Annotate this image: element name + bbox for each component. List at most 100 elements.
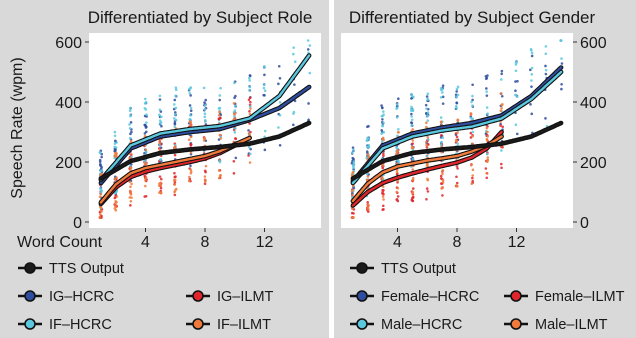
scatter-point <box>99 192 103 196</box>
scatter-point <box>381 195 385 198</box>
scatter-point <box>189 170 193 173</box>
scatter-point <box>128 126 132 130</box>
scatter-point <box>204 103 207 107</box>
scatter-point <box>426 92 430 96</box>
scatter-point <box>249 152 252 156</box>
scatter-point <box>411 199 415 203</box>
scatter-point <box>173 171 176 175</box>
legend-label: Female–HCRC <box>381 289 479 305</box>
scatter-point <box>455 164 459 168</box>
scatter-point <box>395 150 399 153</box>
scatter-point <box>455 139 458 143</box>
scatter-point <box>174 86 178 90</box>
scatter-point <box>115 195 119 198</box>
scatter-point <box>381 124 385 128</box>
scatter-point <box>426 177 429 181</box>
scatter-point <box>145 113 148 116</box>
scatter-point <box>499 109 503 112</box>
scatter-point <box>426 97 429 101</box>
scatter-point <box>380 104 383 107</box>
legend-label: TTS Output <box>381 261 456 277</box>
scatter-point <box>263 73 266 77</box>
scatter-point <box>381 185 385 188</box>
scatter-point <box>367 143 370 147</box>
scatter-point <box>425 197 428 201</box>
scatter-point <box>411 139 415 142</box>
scatter-point <box>486 112 489 115</box>
scatter-point <box>249 107 252 110</box>
scatter-point <box>173 178 177 182</box>
scatter-point <box>410 115 413 118</box>
scatter-point <box>544 52 548 56</box>
scatter-point <box>247 129 250 132</box>
scatter-point <box>381 188 384 192</box>
scatter-point <box>395 190 398 194</box>
scatter-point <box>113 207 117 210</box>
scatter-point <box>158 182 161 186</box>
scatter-point <box>425 187 429 190</box>
scatter-point <box>158 119 162 122</box>
scatter-point <box>471 94 474 98</box>
scatter-point <box>233 131 237 134</box>
scatter-point <box>173 98 177 102</box>
scatter-point <box>382 192 385 196</box>
scatter-point <box>455 90 458 93</box>
scatter-point <box>425 143 428 147</box>
scatter-point <box>426 119 430 122</box>
scatter-point <box>396 186 400 190</box>
scatter-point <box>395 170 399 174</box>
scatter-point <box>292 52 295 56</box>
left-axis-ticks: 0 200 400 600 4 8 12 <box>55 35 273 251</box>
scatter-point <box>411 178 415 182</box>
scatter-point <box>293 83 296 86</box>
scatter-point <box>308 71 312 75</box>
scatter-point <box>203 115 207 119</box>
scatter-point <box>98 213 102 216</box>
scatter-point <box>439 96 443 99</box>
scatter-point <box>456 118 460 122</box>
scatter-point <box>455 87 459 91</box>
scatter-point <box>144 108 148 111</box>
scatter-point <box>441 178 445 182</box>
scatter-point <box>425 154 429 158</box>
scatter-point <box>441 95 445 99</box>
scatter-point <box>129 106 132 110</box>
scatter-point <box>410 112 413 116</box>
fit-curve <box>351 135 503 203</box>
scatter-point <box>410 124 413 127</box>
scatter-point <box>441 186 444 189</box>
scatter-point <box>234 156 238 160</box>
scatter-point <box>129 204 132 207</box>
scatter-point <box>306 39 310 42</box>
scatter-point <box>143 134 147 138</box>
scatter-point <box>173 190 176 194</box>
scatter-point <box>174 94 177 98</box>
scatter-point <box>456 85 460 89</box>
scatter-point <box>158 141 161 144</box>
scatter-point <box>234 94 237 98</box>
scatter-point <box>471 168 475 172</box>
scatter-point <box>424 140 428 144</box>
scatter-point <box>174 106 178 110</box>
scatter-point <box>500 106 503 110</box>
scatter-point <box>189 135 193 139</box>
x-tick-label: 8 <box>201 234 210 251</box>
scatter-point <box>441 102 445 105</box>
scatter-point <box>499 92 503 95</box>
legend-label: Female–ILMT <box>535 289 625 305</box>
right-legend: TTS Output Female–HCRC Female–ILMT Male–HCR… <box>350 261 625 333</box>
scatter-point <box>248 132 251 136</box>
scatter-point <box>471 176 474 180</box>
scatter-point <box>217 113 221 117</box>
scatter-point <box>278 113 282 117</box>
scatter-point <box>500 103 504 107</box>
scatter-point <box>98 216 102 219</box>
left-x-axis-label: Word Count <box>17 234 103 251</box>
scatter-point <box>456 167 459 170</box>
scatter-point <box>249 100 252 104</box>
scatter-point <box>173 153 177 157</box>
scatter-point <box>130 182 133 186</box>
scatter-point <box>381 166 385 170</box>
scatter-point <box>367 208 370 211</box>
